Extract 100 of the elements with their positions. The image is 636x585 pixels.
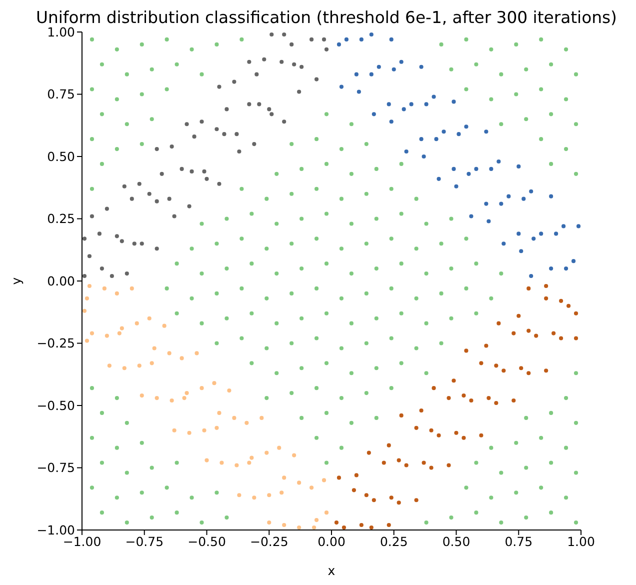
point xyxy=(529,274,534,278)
point xyxy=(396,458,401,462)
point xyxy=(454,430,458,435)
point xyxy=(292,453,296,458)
point xyxy=(297,480,302,485)
y-tick-label: −0.50 xyxy=(36,398,76,413)
point xyxy=(456,132,461,136)
point xyxy=(452,100,456,104)
point xyxy=(222,132,226,136)
point xyxy=(502,368,506,373)
point xyxy=(526,286,531,290)
point xyxy=(422,154,426,159)
point xyxy=(132,242,136,246)
point xyxy=(484,130,488,134)
point xyxy=(124,272,129,276)
point xyxy=(466,172,471,176)
point xyxy=(324,510,329,515)
point xyxy=(247,60,252,64)
y-tick-label: 0.50 xyxy=(47,148,76,164)
point xyxy=(352,488,356,492)
point xyxy=(167,196,172,201)
point xyxy=(516,232,521,236)
point xyxy=(324,47,329,52)
point xyxy=(314,518,319,522)
point xyxy=(252,142,256,146)
point xyxy=(87,284,92,288)
point xyxy=(107,364,112,368)
point xyxy=(154,396,159,400)
point xyxy=(372,112,376,116)
point xyxy=(544,296,548,300)
point xyxy=(402,107,406,112)
point xyxy=(224,107,229,112)
point xyxy=(312,525,316,530)
point xyxy=(464,348,468,353)
point xyxy=(419,137,424,142)
y-axis-title: y xyxy=(8,276,24,285)
point xyxy=(376,64,381,69)
point xyxy=(184,391,189,396)
point xyxy=(512,398,516,403)
point xyxy=(436,176,441,181)
point xyxy=(234,132,239,136)
x-tick-label: −0.75 xyxy=(125,534,164,549)
x-tick-label: 0.50 xyxy=(442,534,470,549)
point xyxy=(147,192,152,196)
point xyxy=(244,420,249,425)
point xyxy=(369,32,374,37)
point xyxy=(237,149,242,154)
point xyxy=(182,396,186,400)
point xyxy=(114,234,119,238)
point xyxy=(130,196,134,201)
chart-title: Uniform distribution classification (threshold 6e-1, after 300 iterations) xyxy=(35,8,618,27)
point xyxy=(474,166,478,171)
point xyxy=(389,496,394,500)
point xyxy=(120,239,124,244)
point xyxy=(147,316,152,320)
point xyxy=(562,224,566,228)
point xyxy=(254,72,259,76)
point xyxy=(247,460,252,465)
point xyxy=(522,196,526,201)
point xyxy=(282,32,286,37)
point xyxy=(194,351,199,356)
point xyxy=(484,202,488,206)
point xyxy=(506,194,511,198)
point xyxy=(544,368,548,373)
point xyxy=(526,328,531,333)
point xyxy=(104,334,109,338)
point xyxy=(247,102,252,106)
point xyxy=(227,388,232,393)
point xyxy=(120,326,124,330)
point xyxy=(372,498,376,502)
point xyxy=(84,338,90,343)
point xyxy=(264,450,269,455)
point xyxy=(419,408,424,413)
point xyxy=(356,90,361,94)
point xyxy=(267,520,272,525)
point xyxy=(150,361,154,366)
point xyxy=(170,144,174,149)
point xyxy=(486,219,491,224)
point xyxy=(277,446,282,450)
point xyxy=(114,291,119,296)
point xyxy=(532,236,536,241)
point xyxy=(404,463,408,468)
point xyxy=(137,182,142,186)
point xyxy=(134,321,139,326)
point xyxy=(90,214,94,218)
point xyxy=(336,42,342,46)
point xyxy=(564,266,568,271)
point xyxy=(486,396,491,400)
point xyxy=(187,204,192,208)
point xyxy=(559,336,564,340)
point xyxy=(217,84,222,89)
point xyxy=(232,416,236,420)
point xyxy=(270,112,274,116)
point xyxy=(297,525,302,530)
point xyxy=(220,460,224,465)
point xyxy=(280,60,284,64)
point xyxy=(252,496,256,500)
point xyxy=(366,450,371,455)
point xyxy=(152,346,156,350)
point xyxy=(204,458,209,462)
